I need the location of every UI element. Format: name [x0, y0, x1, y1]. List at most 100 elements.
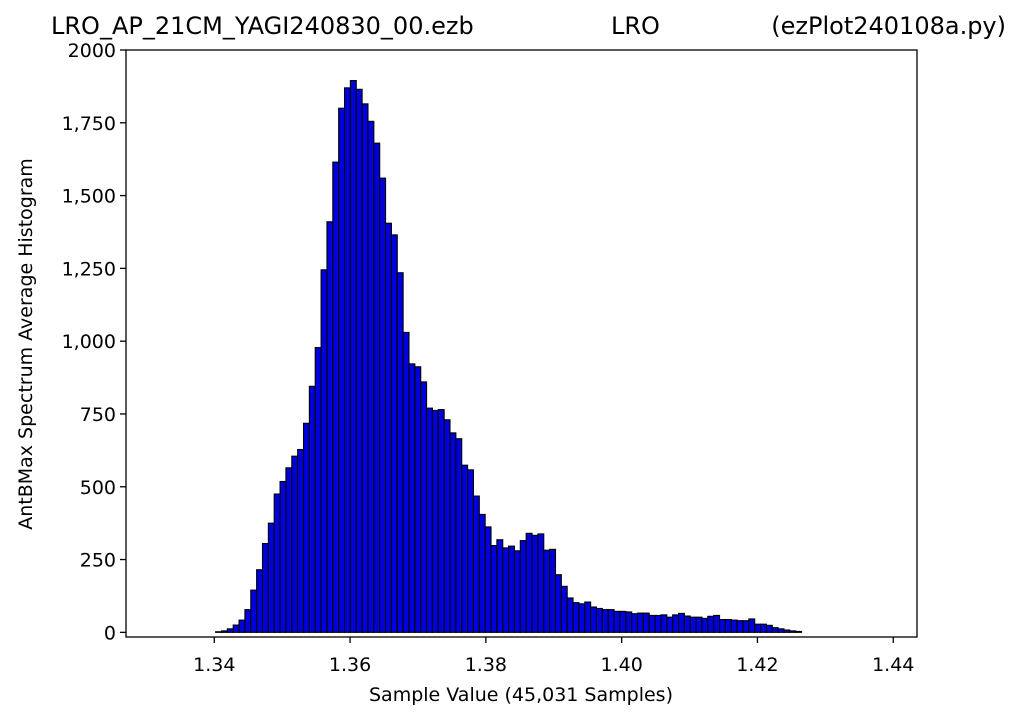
histogram-bar [232, 624, 240, 633]
histogram-bar [736, 620, 744, 633]
histogram-bar [431, 409, 439, 633]
histogram-bar [578, 603, 586, 633]
histogram-bar [689, 616, 697, 633]
y-tick-label: 1,250 [62, 258, 116, 280]
histogram-bar [250, 589, 258, 633]
histogram-bar [695, 616, 703, 633]
histogram-bar [261, 542, 269, 633]
histogram-bar [472, 495, 480, 633]
histogram-bar [220, 630, 228, 633]
histogram-bar [701, 617, 709, 633]
histogram-bar [508, 545, 516, 633]
histogram-bar [238, 619, 246, 633]
x-tick-label: 1.38 [465, 654, 507, 676]
histogram-bar [554, 574, 562, 633]
y-axis-ticks: 0 250 500 750 1,000 1,250 1,500 1,750 2000 [62, 40, 126, 644]
histogram-bar [256, 569, 264, 633]
header-filename: LRO_AP_21CM_YAGI240830_00.ezb [51, 12, 474, 40]
histogram-bar [297, 448, 305, 633]
histogram-bar [461, 464, 469, 633]
y-tick-label: 500 [80, 477, 116, 499]
histogram-bar [648, 614, 656, 633]
y-tick-label: 250 [80, 550, 116, 572]
histogram-bar [760, 623, 767, 633]
histogram-bar [672, 614, 680, 633]
x-tick-label: 1.40 [600, 654, 642, 676]
histogram-bars [215, 80, 803, 633]
y-tick-label: 1,500 [62, 186, 116, 208]
histogram-bar [355, 88, 363, 633]
histogram-bar [513, 550, 521, 633]
histogram-bar [572, 602, 580, 633]
histogram-bar [361, 103, 369, 633]
histogram-bar [619, 610, 627, 633]
histogram-bar [537, 533, 545, 633]
histogram-bar [367, 120, 375, 633]
histogram-bar [308, 385, 316, 633]
x-tick-label: 1.42 [736, 654, 778, 676]
histogram-bar [777, 628, 785, 633]
histogram-bar [525, 532, 533, 633]
header-site: LRO [611, 12, 660, 40]
histogram-bar [314, 347, 322, 633]
histogram-bar [642, 612, 650, 633]
histogram-bar [302, 422, 310, 633]
histogram-bar [607, 609, 615, 633]
histogram-bar [601, 609, 609, 633]
histogram-bar [279, 480, 287, 633]
histogram-bar [402, 331, 410, 633]
histogram-bar [490, 545, 498, 633]
histogram-bar [613, 610, 621, 633]
histogram-bar [244, 609, 252, 633]
histogram-bar [595, 607, 603, 633]
histogram-bar [408, 363, 416, 633]
histogram-bar [215, 631, 223, 633]
histogram-bar [519, 540, 527, 633]
x-axis-label: Sample Value (45,031 Samples) [369, 684, 673, 706]
histogram-bar [742, 620, 750, 633]
histogram-bar [584, 601, 592, 633]
histogram-bar [754, 623, 762, 633]
histogram-bar [724, 618, 732, 633]
histogram-bar [373, 142, 381, 633]
histogram-bar [320, 269, 328, 633]
histogram-bar [718, 618, 726, 633]
y-tick-label: 1,000 [62, 331, 116, 353]
histogram-bar [543, 549, 551, 633]
histogram-bar [531, 534, 539, 633]
histogram-bar [683, 615, 691, 633]
histogram-bar [795, 630, 803, 633]
histogram-bar [625, 611, 633, 633]
histogram-bar [332, 161, 340, 633]
histogram-bar [326, 221, 334, 633]
y-tick-label: 750 [80, 404, 116, 426]
histogram-bar [267, 522, 275, 633]
histogram-bar [654, 614, 662, 633]
histogram-bar [484, 526, 492, 633]
histogram-bar [783, 629, 791, 633]
histogram-bar [765, 624, 773, 633]
histogram-bar [631, 613, 639, 633]
histogram-bar [748, 618, 756, 633]
histogram-bar [660, 614, 668, 633]
histogram-bar [420, 381, 428, 633]
histogram-bar [590, 606, 598, 633]
y-axis-label: AntBMax Spectrum Average Histogram [15, 158, 37, 530]
histogram-bar [226, 628, 234, 633]
histogram-bar [636, 612, 644, 633]
histogram-bar [285, 467, 293, 633]
histogram-bar [566, 597, 574, 633]
histogram-bar [449, 432, 457, 633]
histogram-bar [713, 614, 721, 633]
x-tick-label: 1.36 [329, 654, 371, 676]
histogram-bar [343, 87, 351, 633]
histogram-bar [455, 438, 463, 633]
x-tick-label: 1.34 [193, 654, 235, 676]
histogram-bar [426, 407, 433, 633]
histogram-bar [437, 409, 445, 633]
histogram-bar [707, 615, 715, 633]
y-tick-label: 1,750 [62, 113, 116, 135]
histogram-bar [379, 177, 387, 633]
histogram-bar [338, 107, 346, 633]
